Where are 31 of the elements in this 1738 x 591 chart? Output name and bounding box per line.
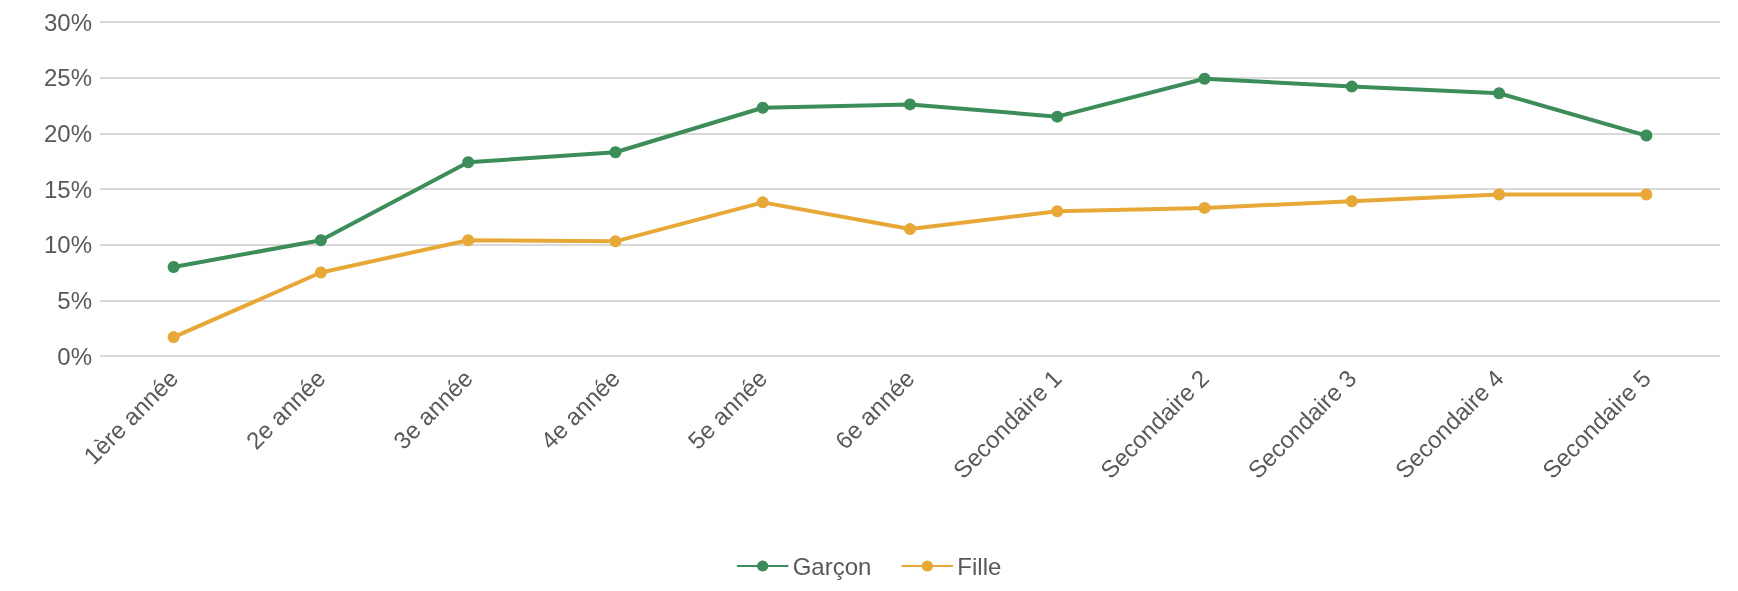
point — [1345, 195, 1358, 208]
point — [462, 156, 475, 169]
point — [756, 196, 769, 209]
legend-label: Garçon — [792, 552, 872, 580]
point — [904, 98, 916, 111]
y-tick-label: 5% — [57, 286, 92, 314]
point — [756, 101, 769, 114]
point — [167, 331, 180, 344]
point — [1051, 205, 1064, 218]
point — [609, 235, 622, 248]
point — [1493, 87, 1506, 100]
point — [314, 234, 327, 247]
point — [462, 234, 475, 247]
legend-label: Fille — [957, 552, 1002, 580]
y-tick-label: 25% — [43, 64, 92, 92]
y-tick-label: 0% — [57, 342, 92, 370]
point — [1640, 188, 1653, 201]
point — [1051, 110, 1064, 123]
point — [167, 260, 180, 273]
point — [314, 266, 327, 279]
point — [1345, 80, 1358, 93]
point — [1640, 129, 1653, 142]
point — [1198, 72, 1211, 85]
point — [1198, 201, 1211, 214]
y-tick-label: 15% — [43, 175, 92, 203]
point — [904, 223, 916, 236]
point — [1493, 188, 1506, 201]
y-tick-label: 30% — [43, 8, 92, 36]
point — [609, 146, 622, 159]
y-tick-label: 10% — [43, 231, 92, 259]
y-tick-label: 20% — [43, 119, 92, 147]
